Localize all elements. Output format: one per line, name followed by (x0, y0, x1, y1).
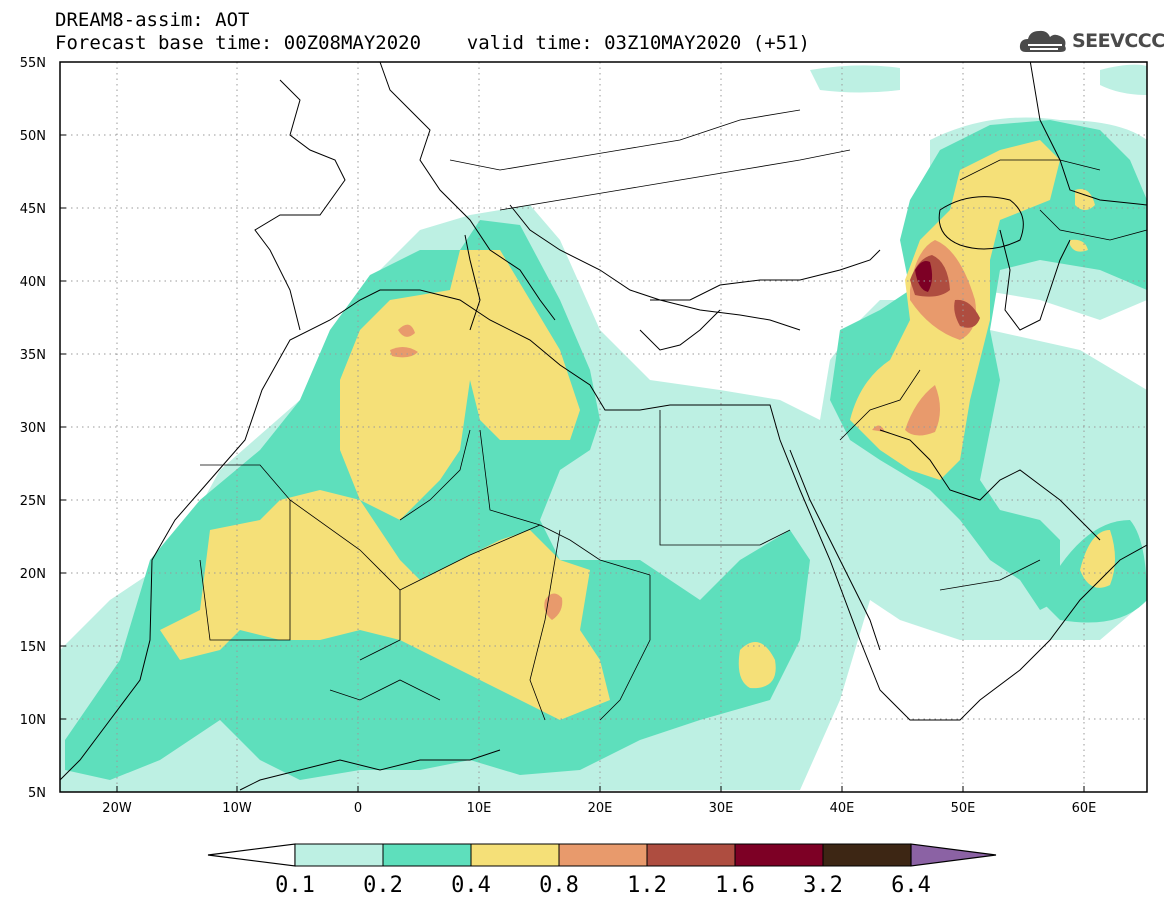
colorbar-segment (294, 843, 384, 867)
colorbar-segment (734, 843, 824, 867)
lat-label: 55N (20, 56, 46, 71)
lat-label: 20N (20, 567, 46, 582)
colorbar-low-arrow (207, 843, 296, 867)
lon-label: 20E (588, 801, 613, 816)
lat-label: 30N (20, 421, 46, 436)
lon-label: 10W (222, 801, 252, 816)
aot-level-1.6 (915, 261, 933, 292)
colorbar-label: 3.2 (803, 873, 843, 898)
lat-label: 10N (20, 713, 46, 728)
colorbar-label: 1.2 (627, 873, 667, 898)
colorbar-label: 0.2 (363, 873, 403, 898)
colorbar-segment (822, 843, 912, 867)
seevccc-logo: SEEVCCC (1018, 24, 1165, 58)
lon-label: 10E (467, 801, 492, 816)
lat-label: 50N (20, 129, 46, 144)
country-borders (199, 109, 1147, 721)
lat-label: 45N (20, 202, 46, 217)
coastlines (60, 62, 1147, 791)
lat-label: 25N (20, 494, 46, 509)
logo-text: SEEVCCC (1072, 30, 1165, 52)
colorbar-label: 0.1 (275, 873, 315, 898)
colorbar-label: 1.6 (715, 873, 755, 898)
lat-label: 40N (20, 275, 46, 290)
lon-label: 50E (951, 801, 976, 816)
lon-label: 20W (102, 801, 132, 816)
colorbar-segment (382, 843, 472, 867)
colorbar: 0.1 0.2 0.4 0.8 1.2 1.6 3.2 6.4 (207, 843, 997, 898)
colorbar-segment (646, 843, 736, 867)
lon-label: 60E (1072, 801, 1097, 816)
colorbar-label: 6.4 (891, 873, 931, 898)
aot-field (60, 62, 1147, 792)
lon-label: 40E (830, 801, 855, 816)
graticule (60, 62, 1147, 792)
latitude-labels: 55N 50N 45N 40N 35N 30N 25N 20N 15N 10N … (20, 56, 46, 801)
cloud-icon (1019, 30, 1066, 52)
lat-label: 15N (20, 640, 46, 655)
lon-label: 30E (709, 801, 734, 816)
lat-label: 5N (28, 786, 46, 801)
lon-label: 0 (354, 801, 362, 816)
colorbar-segment (558, 843, 648, 867)
lat-label: 35N (20, 348, 46, 363)
axis-ticks (60, 61, 1085, 793)
colorbar-high-arrow (910, 843, 997, 867)
chart-title-model: DREAM8-assim: AOT (55, 9, 250, 31)
chart-title-times: Forecast base time: 00Z08MAY2020 valid t… (55, 32, 810, 54)
colorbar-label: 0.4 (451, 873, 491, 898)
longitude-labels: 20W 10W 0 10E 20E 30E 40E 50E 60E (102, 801, 1096, 816)
colorbar-label: 0.8 (539, 873, 579, 898)
colorbar-segment (470, 843, 560, 867)
